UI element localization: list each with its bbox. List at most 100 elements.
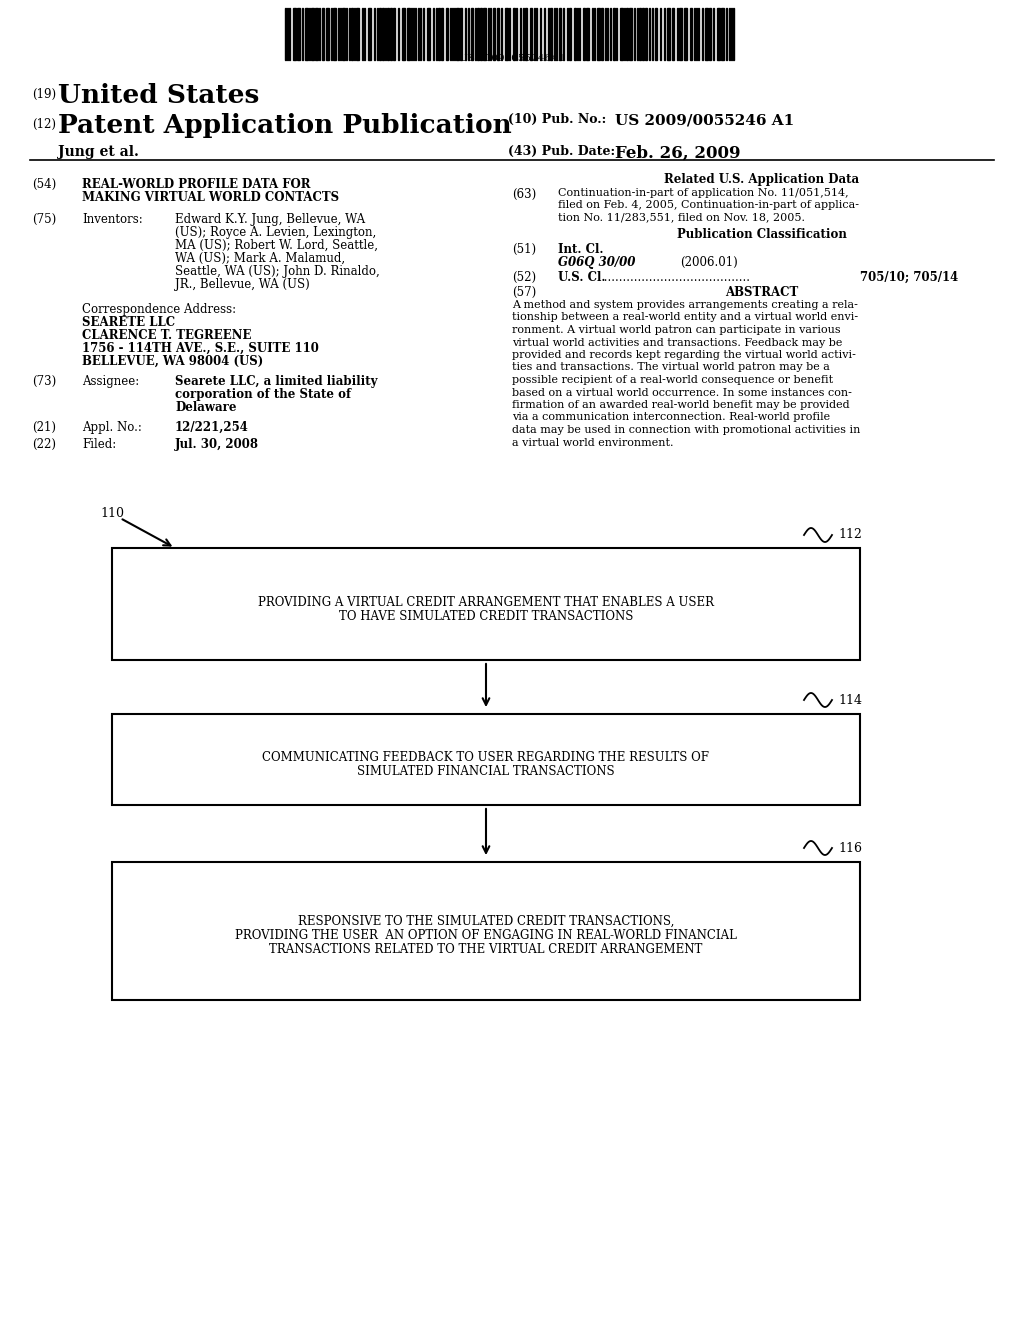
Bar [690,8,692,59]
Text: A method and system provides arrangements creating a rela-: A method and system provides arrangement… [512,300,858,310]
Bar [574,8,575,59]
Bar [550,8,552,59]
Bar [382,8,384,59]
Bar [493,8,495,59]
Text: TO HAVE SIMULATED CREDIT TRANSACTIONS: TO HAVE SIMULATED CREDIT TRANSACTIONS [339,610,633,623]
Bar [597,8,600,59]
Bar [721,8,724,59]
Bar [322,8,324,59]
Text: Assignee:: Assignee: [82,375,139,388]
Bar [642,8,644,59]
Bar [709,8,711,59]
Bar [705,8,708,59]
Bar [626,8,628,59]
Bar [559,8,561,59]
Text: Publication Classification: Publication Classification [677,228,847,242]
Text: ABSTRACT: ABSTRACT [725,286,799,300]
Text: PROVIDING THE USER  AN OPTION OF ENGAGING IN REAL-WORLD FINANCIAL: PROVIDING THE USER AN OPTION OF ENGAGING… [236,929,737,942]
Text: (22): (22) [32,438,56,451]
Text: (19): (19) [32,88,56,102]
Text: TRANSACTIONS RELATED TO THE VIRTUAL CREDIT ARRANGEMENT: TRANSACTIONS RELATED TO THE VIRTUAL CRED… [269,942,702,956]
Text: REAL-WORLD PROFILE DATA FOR: REAL-WORLD PROFILE DATA FOR [82,178,310,191]
Text: 112: 112 [838,528,862,541]
Bar [387,8,389,59]
Bar [655,8,657,59]
Text: Inventors:: Inventors: [82,213,142,226]
Bar [525,8,527,59]
Bar [393,8,395,59]
Bar [586,8,589,59]
Text: (73): (73) [32,375,56,388]
Text: SEARETE LLC: SEARETE LLC [82,315,175,329]
Bar [368,8,371,59]
Text: US 2009/0055246 A1: US 2009/0055246 A1 [615,114,795,127]
Text: Searete LLC, a limited liability: Searete LLC, a limited liability [175,375,378,388]
Text: data may be used in connection with promotional activities in: data may be used in connection with prom… [512,425,860,436]
Text: Seattle, WA (US); John D. Rinaldo,: Seattle, WA (US); John D. Rinaldo, [175,265,380,279]
Bar [446,8,449,59]
Bar [326,8,329,59]
Bar [530,8,532,59]
Bar [672,8,674,59]
Text: virtual world activities and transactions. Feedback may be: virtual world activities and transaction… [512,338,843,347]
Bar [477,8,479,59]
Bar [639,8,641,59]
Bar [112,548,860,660]
Text: (75): (75) [32,213,56,226]
Bar [679,8,682,59]
Bar [456,8,459,59]
Text: 705/10; 705/14: 705/10; 705/14 [860,271,958,284]
Text: possible recipient of a real-world consequence or benefit: possible recipient of a real-world conse… [512,375,834,385]
Text: Patent Application Publication: Patent Application Publication [58,114,512,139]
Bar [293,8,296,59]
Bar [717,8,720,59]
Bar [480,8,482,59]
Text: United States: United States [58,83,259,108]
Bar [333,8,336,59]
Text: via a communication interconnection. Real-world profile: via a communication interconnection. Rea… [512,412,830,422]
Bar [497,8,499,59]
Bar [297,8,300,59]
Bar [471,8,473,59]
Bar [351,8,353,59]
Text: (21): (21) [32,421,56,434]
Text: (57): (57) [512,286,537,300]
Bar [311,8,314,59]
Text: (US); Royce A. Levien, Lexington,: (US); Royce A. Levien, Lexington, [175,226,376,239]
Bar [629,8,632,59]
Bar [569,8,571,59]
Bar [483,8,486,59]
Text: Appl. No.:: Appl. No.: [82,421,142,434]
Text: .......................................: ....................................... [600,271,750,284]
Bar [684,8,687,59]
Bar [356,8,359,59]
Bar [427,8,430,59]
Text: CLARENCE T. TEGREENE: CLARENCE T. TEGREENE [82,329,252,342]
Text: Jul. 30, 2008: Jul. 30, 2008 [175,438,259,451]
Text: filed on Feb. 4, 2005, Continuation-in-part of applica-: filed on Feb. 4, 2005, Continuation-in-p… [558,201,859,210]
Bar [620,8,623,59]
Bar [112,714,860,805]
Text: (10) Pub. No.:: (10) Pub. No.: [508,114,606,125]
Bar [583,8,585,59]
Text: Correspondence Address:: Correspondence Address: [82,304,237,315]
Text: JR., Bellevue, WA (US): JR., Bellevue, WA (US) [175,279,309,290]
Text: G06Q 30/00: G06Q 30/00 [558,256,635,269]
Bar [441,8,443,59]
Text: (43) Pub. Date:: (43) Pub. Date: [508,145,615,158]
Text: Continuation-in-part of application No. 11/051,514,: Continuation-in-part of application No. … [558,187,849,198]
Text: 12/221,254: 12/221,254 [175,421,249,434]
Bar [315,8,318,59]
Text: (54): (54) [32,178,56,191]
Bar [460,8,462,59]
Bar [667,8,670,59]
Text: provided and records kept regarding the virtual world activi-: provided and records kept regarding the … [512,350,856,360]
Text: (63): (63) [512,187,537,201]
Bar [613,8,615,59]
Text: (2006.01): (2006.01) [680,256,737,269]
Text: firmation of an awarded real-world benefit may be provided: firmation of an awarded real-world benef… [512,400,850,411]
Text: Edward K.Y. Jung, Bellevue, WA: Edward K.Y. Jung, Bellevue, WA [175,213,366,226]
Text: (52): (52) [512,271,537,284]
Text: BELLEVUE, WA 98004 (US): BELLEVUE, WA 98004 (US) [82,355,263,368]
Text: ties and transactions. The virtual world patron may be a: ties and transactions. The virtual world… [512,363,829,372]
